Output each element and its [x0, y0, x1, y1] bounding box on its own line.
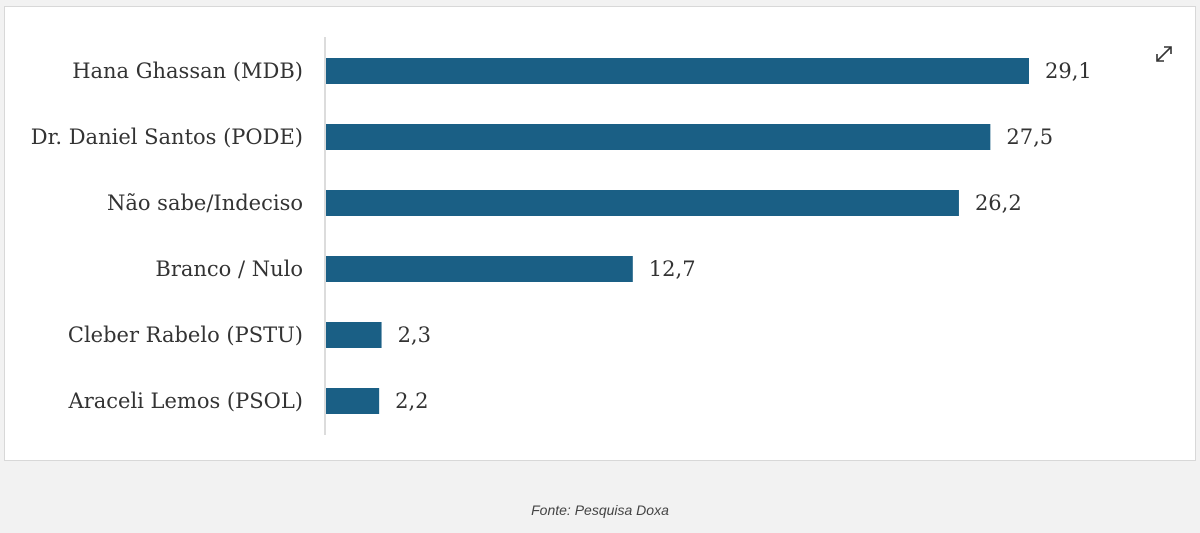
data-label: 2,2	[395, 389, 428, 413]
expand-icon[interactable]	[1151, 41, 1177, 67]
data-label: 26,2	[975, 191, 1022, 215]
category-label: Não sabe/Indeciso	[107, 191, 303, 215]
data-label: 29,1	[1045, 59, 1092, 83]
data-label: 27,5	[1006, 125, 1053, 149]
category-label: Cleber Rabelo (PSTU)	[68, 323, 303, 347]
category-label: Branco / Nulo	[155, 257, 303, 281]
category-label: Hana Ghassan (MDB)	[72, 59, 303, 83]
bar	[326, 58, 1029, 84]
bar	[326, 256, 633, 282]
bar	[326, 322, 382, 348]
chart-card: Hana Ghassan (MDB) 29,1 Dr. Daniel Santos …	[4, 6, 1196, 461]
data-label: 2,3	[398, 323, 431, 347]
category-label: Dr. Daniel Santos (PODE)	[31, 125, 303, 149]
data-label: 12,7	[649, 257, 696, 281]
category-label: Araceli Lemos (PSOL)	[68, 389, 303, 413]
bar	[326, 190, 959, 216]
bar-chart: Hana Ghassan (MDB) 29,1 Dr. Daniel Santos …	[31, 37, 1092, 435]
source-caption: Fonte: Pesquisa Doxa	[531, 502, 669, 518]
bar	[326, 388, 380, 414]
bar	[326, 124, 991, 150]
